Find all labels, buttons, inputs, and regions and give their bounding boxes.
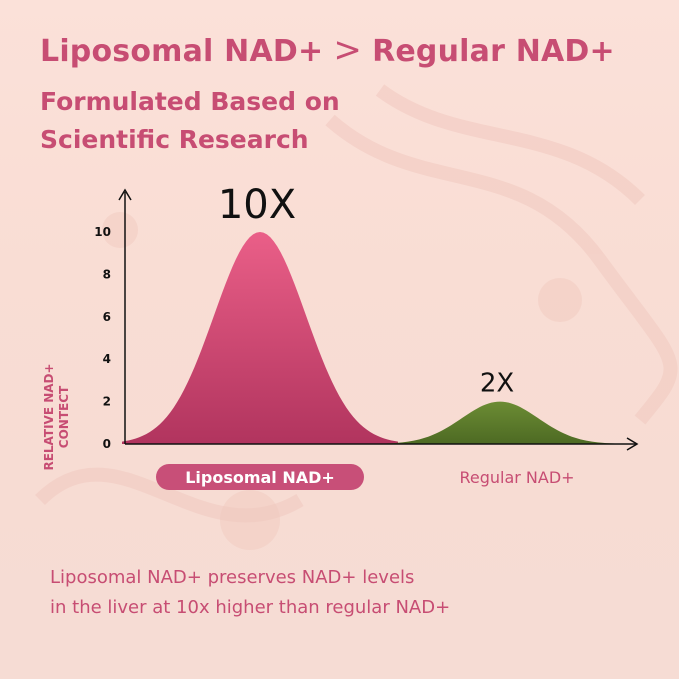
y-axis-arrow	[118, 188, 132, 201]
footnote: Liposomal NAD+ preserves NAD+ levels in …	[50, 563, 450, 623]
y-tick-label: 10	[94, 225, 111, 239]
greater-than-symbol: >	[333, 30, 363, 70]
curve-regular	[385, 401, 615, 444]
subheadline-line2: Scientific Research	[40, 125, 309, 154]
peak-label: 10X	[218, 182, 296, 228]
footnote-line1: Liposomal NAD+ preserves NAD+ levels	[50, 567, 415, 588]
y-axis-title-line2: CONTECT	[57, 385, 71, 448]
category-label: Liposomal NAD+	[185, 468, 335, 487]
x-axis-arrow	[626, 437, 639, 451]
category-label: Regular NAD+	[459, 468, 574, 487]
headline-right: Regular NAD+	[372, 34, 615, 69]
subheadline: Formulated Based on Scientific Research	[40, 83, 340, 159]
curve-liposomal	[122, 232, 398, 444]
headline-left: Liposomal NAD+	[40, 34, 324, 69]
subheadline-line1: Formulated Based on	[40, 87, 340, 116]
headline: Liposomal NAD+ > Regular NAD+	[40, 30, 615, 70]
y-tick-label: 8	[103, 267, 111, 281]
footnote-line2: in the liver at 10x higher than regular …	[50, 597, 451, 618]
y-tick-label: 6	[103, 310, 111, 324]
y-tick-label: 4	[103, 352, 111, 366]
y-axis-title-line1: RELATIVE NAD+	[42, 363, 56, 470]
peak-label: 2X	[480, 369, 514, 399]
category-pill-liposomal	[156, 464, 364, 490]
nad-comparison-chart: 0 2 4 6 8 10 RELATIVE NAD+ CONTECT 10X 2X Liposoma…	[42, 182, 639, 490]
y-tick-label: 2	[103, 395, 111, 409]
y-tick-label: 0	[103, 437, 111, 451]
